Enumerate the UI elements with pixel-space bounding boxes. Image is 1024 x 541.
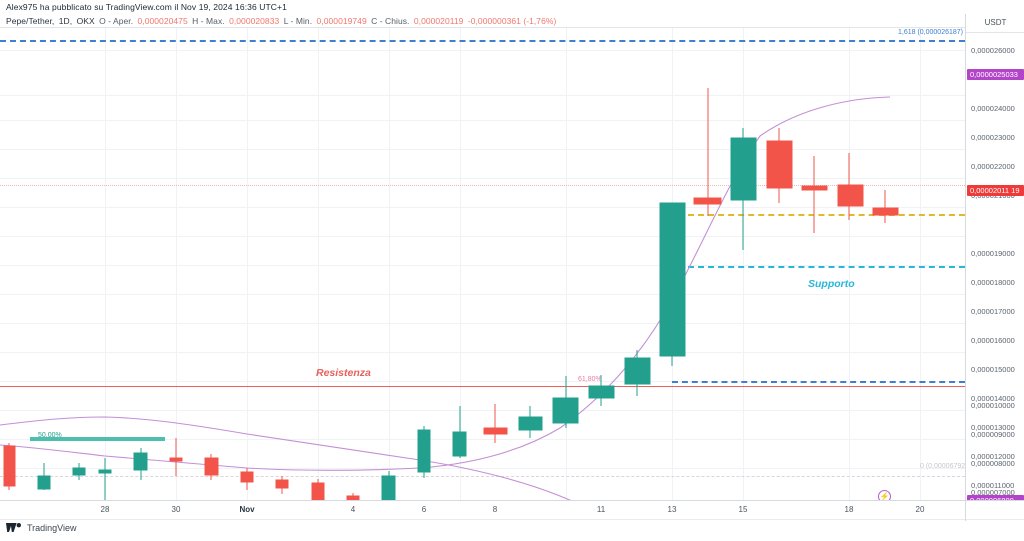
time-tick: 4 [350, 505, 356, 514]
price-tick: 0,000024000 [971, 104, 1015, 113]
candle [346, 493, 360, 500]
price-tick: 0,000007000 [971, 488, 1015, 497]
yellow-level-line[interactable] [688, 214, 965, 216]
time-tick: 13 [667, 505, 677, 514]
candle [624, 350, 651, 396]
price-tick: 0,000022000 [971, 162, 1015, 171]
high-value: 0,000020833 [229, 16, 280, 26]
close-value: 0,000020119 [413, 16, 464, 26]
fib-50-label: 50,00% [38, 432, 62, 439]
fib-1618-label: 1,618 (0,000026187) [898, 29, 963, 36]
candle [801, 156, 828, 233]
candle [659, 202, 686, 366]
price-level-dotted [0, 185, 965, 186]
price-tick: 0,000011000 [971, 481, 1015, 490]
axis-corner-divider [965, 501, 966, 521]
price-axis-title: USDT [984, 18, 1007, 27]
resistenza-line[interactable] [0, 386, 965, 387]
time-tick: 28 [100, 505, 110, 514]
chart-plot-area[interactable]: 1,618 (0,000026187) Supporto Resistenza … [0, 28, 965, 500]
candle [37, 463, 51, 490]
candle [169, 438, 183, 476]
price-tick: 0,000015000 [971, 365, 1015, 374]
price-tick: 0,000010000 [971, 401, 1015, 410]
low-label: L - Min. [283, 16, 313, 26]
candlestick-series[interactable] [0, 28, 965, 500]
candle [588, 375, 615, 406]
fib-band-50 [30, 437, 165, 441]
time-tick: 8 [492, 505, 498, 514]
open-label: O - Aper. [99, 16, 134, 26]
price-tick: 0,000023000 [971, 133, 1015, 142]
candle [766, 128, 793, 203]
time-tick: 6 [421, 505, 427, 514]
time-tick: 30 [171, 505, 181, 514]
price-tick: 0,000026000 [971, 46, 1015, 55]
footer-brand: TradingView [27, 523, 77, 533]
close-label: C - Chius. [371, 16, 410, 26]
candle [693, 88, 722, 216]
last-price-badge[interactable]: 0,00002011 19 [967, 185, 1024, 196]
price-tick: 0,000017000 [971, 307, 1015, 316]
time-tick: 18 [844, 505, 854, 514]
price-tick: 0,000012000 [971, 452, 1015, 461]
ma-price-badge[interactable]: 0,0000025033 [967, 69, 1024, 80]
open-value: 0,000020475 [137, 16, 188, 26]
price-tick: 0,000014000 [971, 394, 1015, 403]
price-tick: 0,000019000 [971, 249, 1015, 258]
time-tick: 20 [915, 505, 925, 514]
price-tick: 0,000008000 [971, 459, 1015, 468]
candle [98, 458, 112, 500]
lower-blue-level-line[interactable] [672, 381, 965, 383]
change-value: -0,000000361 (-1,76%) [467, 16, 557, 26]
candle [872, 190, 899, 223]
fib-0-line[interactable] [0, 476, 965, 477]
time-tick: 15 [738, 505, 748, 514]
time-tick: 11 [596, 505, 606, 514]
candle [275, 476, 289, 494]
price-tick: 0,000013000 [971, 423, 1015, 432]
axis-title-divider [966, 32, 1024, 33]
time-axis[interactable]: 28 30 Nov 4 6 8 11 13 15 18 20 [0, 500, 1024, 521]
price-tick: 0,000009000 [971, 430, 1015, 439]
tradingview-logo-icon [6, 523, 21, 532]
low-value: 0,000019749 [316, 16, 367, 26]
interval-label[interactable]: 1D, [58, 16, 73, 26]
candle [3, 443, 16, 490]
attribution-text: Alex975 ha pubblicato su TradingView.com… [6, 2, 287, 12]
candle [417, 426, 431, 478]
exchange-label[interactable]: OKX [76, 16, 95, 26]
supporto-label: Supporto [808, 278, 855, 290]
supporto-line[interactable] [688, 266, 965, 268]
candle [240, 468, 254, 490]
candle [311, 479, 325, 500]
candle [518, 406, 543, 438]
candle [552, 376, 579, 428]
candle [483, 404, 508, 443]
symbol-label[interactable]: Pepe/Tether, [6, 16, 55, 26]
candle [730, 128, 757, 250]
candle [204, 454, 219, 480]
candle [381, 471, 396, 500]
footer: TradingView [6, 523, 77, 533]
ohlc-legend: Pepe/Tether, 1D, OKX O - Aper. 0,0000204… [6, 16, 558, 26]
fib-618-label: 61,80% [578, 376, 602, 383]
resistenza-label: Resistenza [316, 367, 371, 379]
candle [452, 406, 467, 458]
fib-1618-line[interactable] [0, 40, 965, 42]
high-label: H - Max. [192, 16, 225, 26]
candle [837, 153, 864, 220]
candle [72, 463, 86, 480]
time-tick: Nov [239, 505, 255, 514]
header-divider [0, 27, 1024, 28]
candle [133, 448, 148, 480]
price-tick: 0,000016000 [971, 336, 1015, 345]
price-axis[interactable]: USDT 0,000026000 0,000024000 0,000023000… [965, 14, 1024, 506]
price-tick: 0,000018000 [971, 278, 1015, 287]
fib-0-label: 0 (0,000067927) [920, 463, 965, 470]
